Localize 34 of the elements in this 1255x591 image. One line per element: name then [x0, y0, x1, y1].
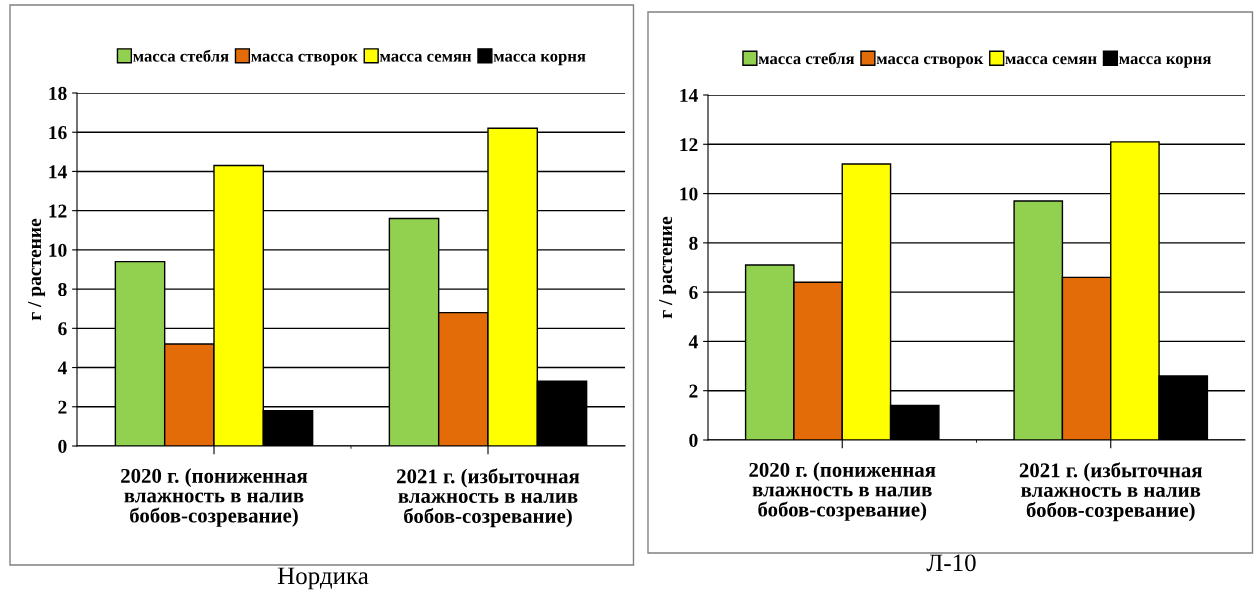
y-tick-label: 2 [58, 400, 67, 414]
y-tick-label: 12 [49, 204, 67, 218]
y-tick-label: 14 [680, 88, 698, 102]
y-tick-label: 0 [58, 439, 67, 453]
x-tick-label: 2020 г. (пониженная влажность в налив бобов-созревание) [121, 468, 308, 527]
legend-label: масса семян [379, 53, 472, 62]
y-axis-title: г / растение [659, 216, 677, 319]
y-tick-label: 6 [689, 286, 698, 300]
y-tick-label: 8 [689, 236, 698, 250]
y-tick-label: 2 [689, 384, 698, 398]
legend-label: масса стебля [758, 52, 855, 65]
y-tick-label: 14 [49, 165, 67, 179]
y-tick-label: 10 [49, 243, 67, 257]
x-tick-label: 2021 г. (избыточная влажность в налив бобов-созревание) [397, 468, 580, 528]
y-tick-label: 4 [57, 361, 67, 375]
y-tick-label: 10 [680, 187, 698, 201]
y-tick-label: 18 [49, 86, 67, 100]
y-tick-label: 4 [688, 335, 698, 349]
y-tick-label: 16 [49, 126, 67, 140]
y-tick-label: 12 [680, 138, 698, 152]
legend-label: масса створок [251, 53, 358, 66]
y-tick-label: 8 [58, 282, 67, 297]
legend-label: масса корня [1119, 56, 1211, 68]
x-tick-label: 2021 г. (избыточная влажность в налив бобов-созревание) [1019, 462, 1203, 522]
text: Л-10 [926, 554, 976, 572]
y-axis-title: г / растение [28, 218, 46, 321]
x-tick-label: 2020 г. (пониженная влажность в налив бобов-созревание) [749, 462, 936, 521]
y-tick-label: 0 [689, 433, 698, 447]
text: Нордика [277, 567, 369, 590]
legend-label: масса стебля [133, 49, 229, 62]
y-tick-label: 6 [58, 322, 67, 336]
legend-label: масса створок [876, 56, 984, 68]
legend-label: масса корня [493, 53, 586, 66]
legend-label: масса семян [1005, 56, 1097, 65]
